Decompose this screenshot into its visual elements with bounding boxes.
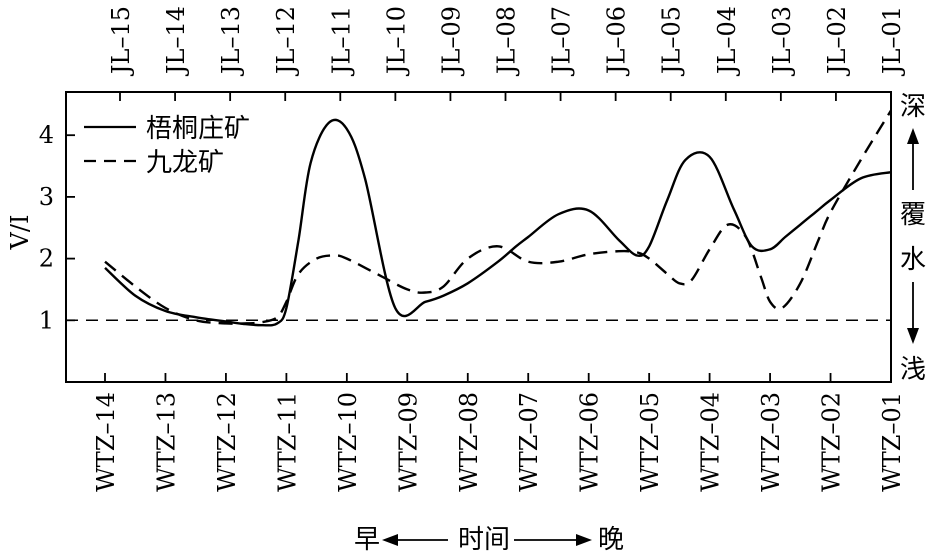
- plot-frame: [65, 91, 892, 383]
- y-tick-label: 3: [39, 183, 54, 211]
- y-tick-label: 4: [39, 121, 54, 149]
- time-arrow-left-head: [382, 534, 398, 546]
- legend: 梧桐庄矿 九龙矿: [84, 114, 250, 178]
- top-ticks: JL–15 JL–14 JL–13 JL–12 JL–11 JL–10 JL–09 JL–08…: [107, 6, 906, 101]
- y-axis-title: V/I: [6, 215, 34, 251]
- x-tick-label: WTZ–10: [334, 392, 362, 492]
- top-tick-label: JL–01: [878, 6, 906, 77]
- top-tick-label: JL–10: [382, 6, 410, 77]
- top-tick-label: JL–12: [272, 6, 300, 77]
- top-tick-label: JL–06: [603, 6, 631, 77]
- legend-label-wutongzhuang: 梧桐庄矿: [146, 114, 250, 144]
- series-group: [104, 109, 893, 327]
- top-tick-label: JL–09: [437, 6, 465, 77]
- right-label-water: 水: [900, 245, 926, 275]
- time-label-late: 晚: [598, 525, 624, 555]
- top-tick-label: JL–11: [327, 6, 355, 77]
- top-tick-label: JL–03: [768, 6, 796, 77]
- time-label-early: 早: [354, 525, 380, 555]
- series-line-wutongzhuang: [104, 118, 892, 327]
- time-arrow-right-head: [576, 534, 592, 546]
- x-tick-label: WTZ–07: [515, 392, 543, 492]
- x-tick-label: WTZ–13: [152, 392, 180, 492]
- top-tick-label: JL–15: [107, 6, 135, 77]
- x-tick-label: WTZ–04: [697, 392, 725, 492]
- bottom-ticks: WTZ–14 WTZ–13 WTZ–12 WTZ–11 WTZ–10 WTZ–09 WTZ–…: [92, 373, 906, 492]
- x-tick-label: WTZ–14: [92, 392, 120, 492]
- x-tick-label: WTZ–12: [213, 392, 241, 492]
- x-tick-label: WTZ–02: [818, 392, 846, 492]
- y-tick-label: 2: [39, 245, 54, 273]
- right-arrow-down-head: [907, 328, 919, 344]
- top-tick-label: JL–14: [162, 6, 190, 77]
- top-tick-label: JL–13: [217, 6, 245, 77]
- right-depth-axis: 深 覆 水 浅: [900, 92, 926, 385]
- top-tick-label: JL–08: [493, 6, 521, 77]
- right-label-shallow: 浅: [900, 355, 926, 385]
- time-axis: 早 时间 晚: [354, 525, 624, 555]
- time-label-time: 时间: [458, 525, 510, 555]
- x-tick-label: WTZ–05: [636, 392, 664, 492]
- x-tick-label: WTZ–03: [757, 392, 785, 492]
- y-ticks: 1 2 3 4: [39, 121, 75, 334]
- top-tick-label: JL–02: [823, 6, 851, 77]
- x-tick-label: WTZ–09: [394, 392, 422, 492]
- x-tick-label: WTZ–01: [878, 392, 906, 492]
- right-label-deep: 深: [900, 92, 926, 122]
- right-label-cover: 覆: [900, 200, 926, 230]
- series-line-jiulong: [104, 109, 893, 325]
- x-tick-label: WTZ–08: [455, 392, 483, 492]
- x-tick-label: WTZ–06: [576, 392, 604, 492]
- y-tick-label: 1: [39, 306, 54, 334]
- right-arrow-up-head: [907, 128, 919, 144]
- top-tick-label: JL–04: [713, 6, 741, 77]
- top-tick-label: JL–05: [658, 6, 686, 77]
- top-tick-label: JL–07: [548, 6, 576, 77]
- x-tick-label: WTZ–11: [273, 392, 301, 492]
- legend-label-jiulong: 九龙矿: [146, 148, 224, 178]
